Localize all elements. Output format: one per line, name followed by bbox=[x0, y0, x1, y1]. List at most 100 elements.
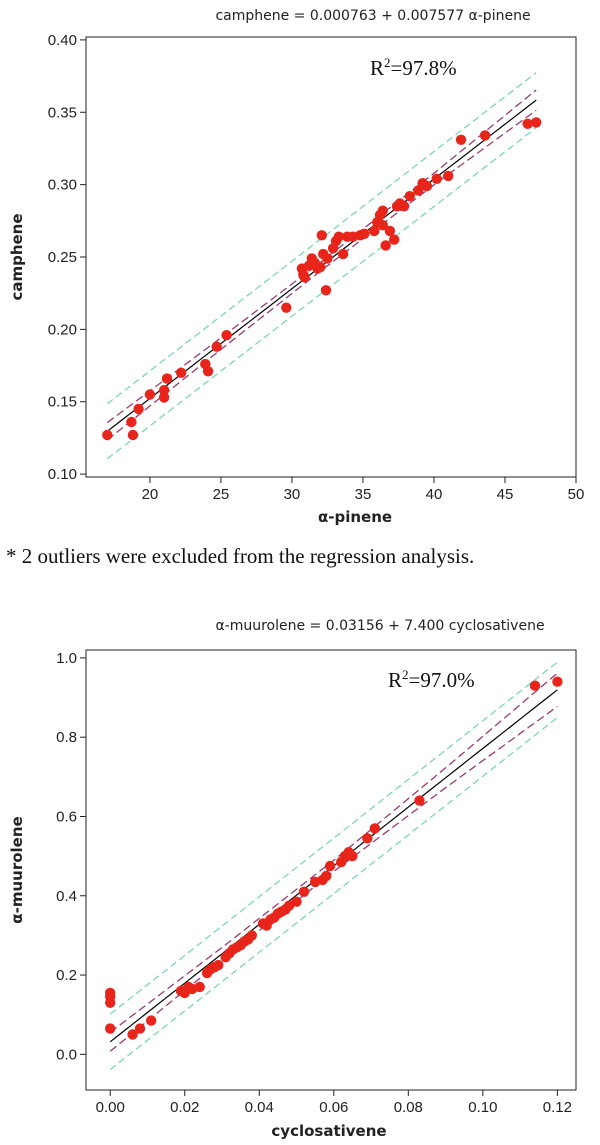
data-point bbox=[127, 1029, 138, 1040]
data-point bbox=[134, 1023, 146, 1034]
data-point bbox=[176, 367, 187, 378]
data-point bbox=[221, 330, 232, 341]
y-tick-label: 1.0 bbox=[56, 650, 77, 667]
data-point bbox=[443, 170, 454, 182]
y-tick-label: 0.0 bbox=[56, 1046, 77, 1063]
confidence-band-upper bbox=[109, 672, 558, 1033]
x-tick-label: 0.02 bbox=[170, 1099, 199, 1116]
data-point bbox=[144, 389, 156, 400]
data-point bbox=[161, 373, 173, 384]
data-point bbox=[321, 870, 332, 882]
data-point bbox=[377, 205, 388, 216]
x-tick-label: 25 bbox=[213, 486, 230, 503]
data-point bbox=[421, 180, 433, 192]
data-point bbox=[389, 234, 400, 245]
y-tick-label: 0.15 bbox=[48, 394, 77, 411]
data-points bbox=[105, 676, 563, 1040]
data-point bbox=[362, 833, 373, 844]
data-point bbox=[522, 118, 533, 129]
y-axis-label: α-muurolene bbox=[8, 816, 26, 923]
x-axis: 20 25 30 35 40 45 50 bbox=[142, 477, 585, 503]
x-tick-label: 0.12 bbox=[543, 1099, 572, 1116]
outlier-note: * 2 outliers were excluded from the regr… bbox=[6, 544, 474, 568]
data-point bbox=[347, 850, 358, 862]
data-point bbox=[531, 117, 542, 128]
data-point bbox=[324, 860, 336, 872]
y-tick-label: 0.30 bbox=[48, 177, 77, 194]
x-tick-label: 0.06 bbox=[319, 1099, 348, 1116]
chart-alpha-muurolene-vs-cyclosativene: α-muurolene = 0.03156 + 7.400 cyclosativ… bbox=[8, 618, 577, 1140]
data-point bbox=[146, 1015, 157, 1026]
x-axis-label: α-pinene bbox=[318, 508, 392, 526]
data-point bbox=[158, 392, 170, 403]
y-tick-label: 0.35 bbox=[48, 104, 77, 121]
y-tick-label: 0.20 bbox=[48, 321, 77, 338]
prediction-band-lower bbox=[109, 717, 558, 1071]
x-axis: 0.00 0.02 0.04 0.06 0.08 0.10 0.12 bbox=[96, 1090, 572, 1116]
data-point bbox=[158, 385, 170, 396]
y-tick-label: 0.4 bbox=[56, 888, 77, 905]
data-point bbox=[414, 795, 425, 806]
x-axis-label: cyclosativene bbox=[271, 1122, 386, 1140]
r-squared-label: R2=97.8% bbox=[370, 55, 457, 80]
data-point bbox=[431, 173, 442, 184]
data-point bbox=[213, 959, 224, 971]
data-point bbox=[102, 429, 113, 441]
data-point bbox=[281, 302, 292, 313]
data-point bbox=[369, 225, 380, 237]
x-tick-label: 0.04 bbox=[245, 1099, 274, 1116]
data-point bbox=[105, 997, 116, 1008]
y-tick-label: 0.2 bbox=[56, 967, 77, 984]
data-point bbox=[320, 285, 332, 296]
data-point bbox=[291, 896, 302, 907]
regression-equation: α-muurolene = 0.03156 + 7.400 cyclosativ… bbox=[215, 618, 544, 634]
data-point bbox=[202, 366, 214, 377]
y-tick-label: 0.10 bbox=[48, 466, 77, 483]
data-points bbox=[102, 117, 542, 441]
x-tick-label: 40 bbox=[426, 486, 443, 503]
x-tick-label: 20 bbox=[142, 486, 159, 503]
data-point bbox=[299, 272, 310, 283]
data-point bbox=[479, 130, 491, 141]
data-point bbox=[316, 230, 327, 241]
y-axis: 0.10 0.15 0.20 0.25 0.30 0.35 0.40 bbox=[48, 32, 86, 483]
data-point bbox=[298, 886, 310, 897]
y-axis: 0.0 0.2 0.4 0.6 0.8 1.0 bbox=[56, 650, 86, 1063]
data-point bbox=[377, 220, 388, 231]
data-point bbox=[211, 341, 222, 352]
y-tick-label: 0.40 bbox=[48, 32, 77, 49]
x-tick-label: 50 bbox=[568, 486, 585, 503]
data-point bbox=[194, 981, 205, 993]
data-point bbox=[246, 930, 257, 941]
data-point bbox=[552, 676, 563, 687]
x-tick-label: 0.10 bbox=[468, 1099, 497, 1116]
y-tick-label: 0.6 bbox=[56, 808, 77, 825]
x-tick-label: 30 bbox=[284, 486, 301, 503]
x-tick-label: 0.08 bbox=[394, 1099, 423, 1116]
chart-camphene-vs-alpha-pinene: camphene = 0.000763 + 0.007577 α-pinene … bbox=[8, 8, 584, 526]
x-tick-label: 35 bbox=[355, 486, 372, 503]
y-axis-label: camphene bbox=[8, 213, 26, 300]
data-point bbox=[384, 225, 396, 237]
data-point bbox=[126, 416, 137, 428]
data-point bbox=[529, 680, 541, 691]
data-point bbox=[404, 191, 415, 202]
r-squared-label: R2=97.0% bbox=[388, 667, 475, 692]
x-tick-label: 45 bbox=[497, 486, 514, 503]
confidence-band-lower bbox=[106, 109, 537, 441]
data-point bbox=[398, 201, 410, 212]
x-tick-label: 0.00 bbox=[96, 1099, 125, 1116]
data-point bbox=[133, 403, 144, 415]
data-point bbox=[127, 429, 139, 441]
data-point bbox=[337, 248, 349, 260]
data-point bbox=[455, 134, 467, 145]
regression-equation: camphene = 0.000763 + 0.007577 α-pinene bbox=[215, 8, 530, 24]
data-point bbox=[105, 1023, 116, 1034]
data-point bbox=[369, 823, 380, 834]
prediction-band-upper bbox=[109, 661, 558, 1015]
data-point bbox=[315, 261, 326, 273]
data-point bbox=[322, 253, 333, 264]
data-point bbox=[380, 240, 391, 251]
data-point bbox=[333, 231, 344, 242]
